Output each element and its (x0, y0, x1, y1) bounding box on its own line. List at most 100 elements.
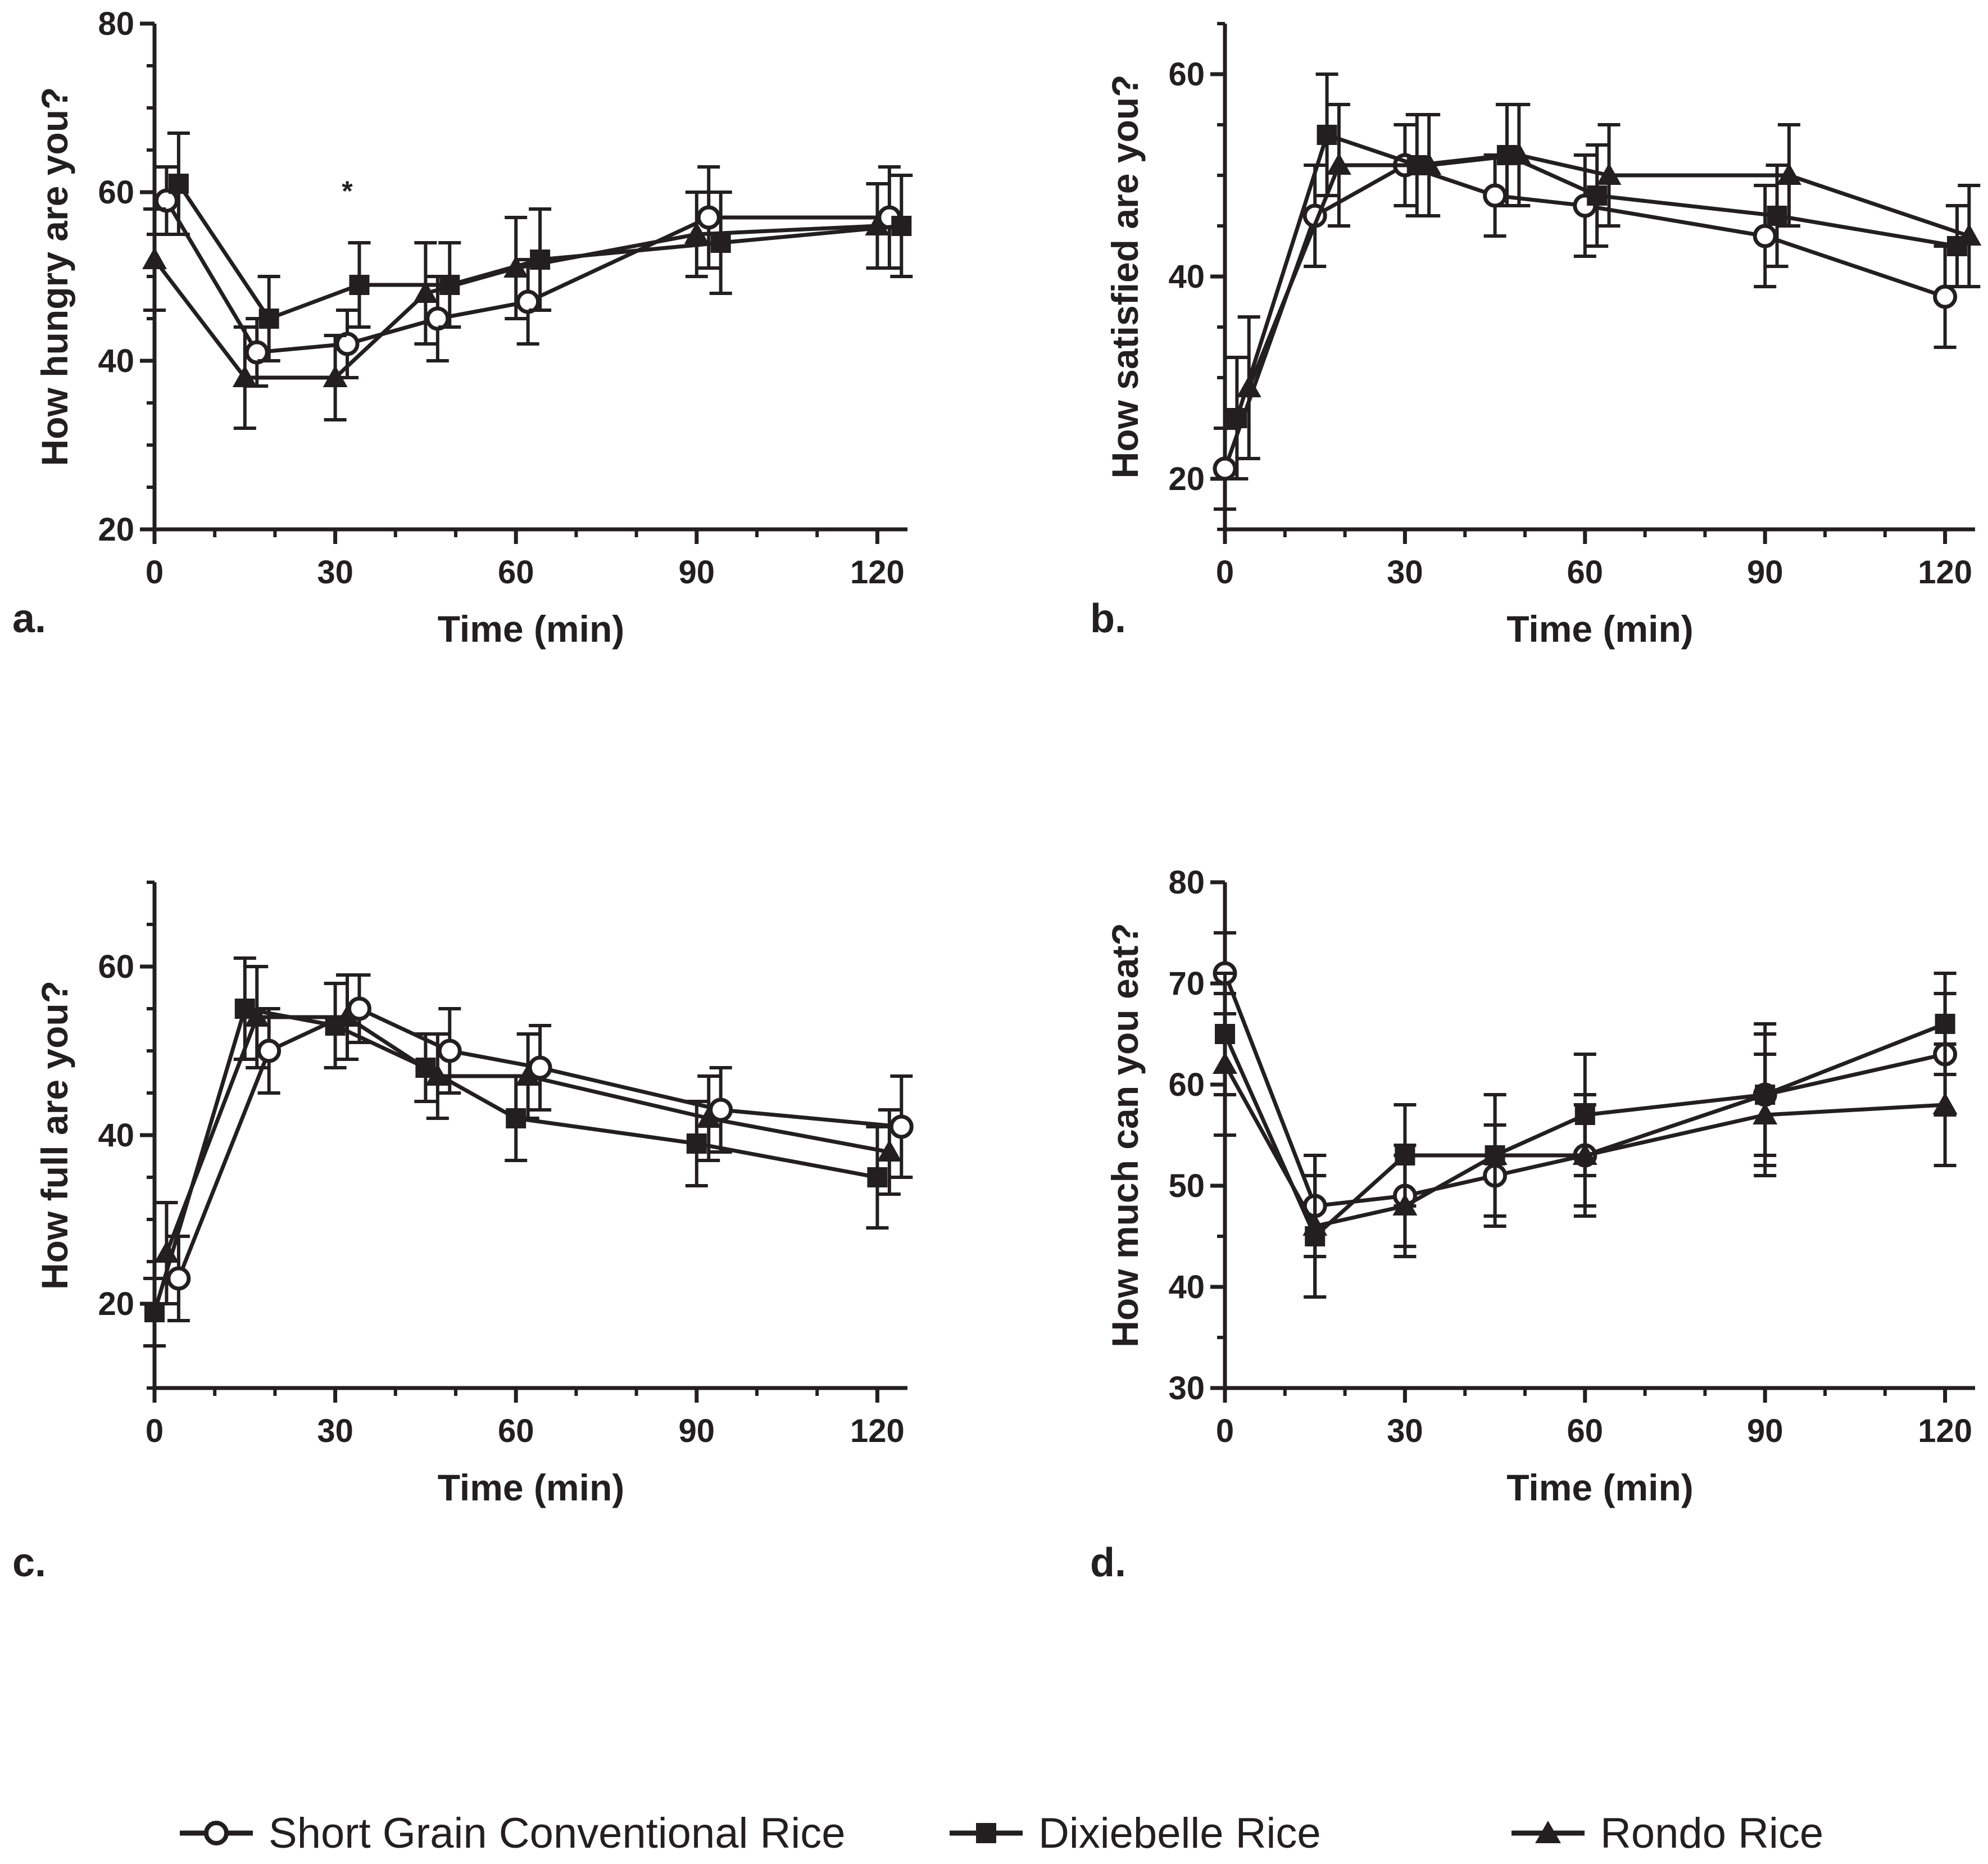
x-tick-label: 60 (1567, 1413, 1604, 1449)
legend-label-rondo: Rondo Rice (1600, 1809, 1823, 1857)
x-tick-label: 0 (1216, 1413, 1234, 1449)
legend-marker-open-circle (204, 1821, 229, 1845)
y-tick-label: 30 (1168, 1370, 1205, 1407)
data-point-rondo (1417, 153, 1442, 175)
x-tick-label: 120 (1918, 554, 1972, 591)
y-tick-label: 60 (98, 174, 134, 211)
data-point-rondo (1572, 1143, 1597, 1165)
data-point-short-grain (696, 205, 721, 230)
x-tick-label: 120 (1918, 1413, 1972, 1449)
x-tick-label: 120 (850, 1413, 905, 1449)
y-tick-label: 20 (1168, 461, 1205, 497)
data-point-rondo (503, 256, 529, 278)
x-tick-label: 30 (317, 1413, 353, 1449)
data-point-dixiebelle (710, 233, 731, 253)
data-point-rondo (515, 1064, 541, 1086)
x-axis-title: Time (min) (1506, 608, 1693, 650)
x-tick-label: 90 (679, 554, 715, 591)
data-point-rondo (684, 222, 709, 244)
data-point-rondo (1506, 143, 1532, 165)
legend-item-short-grain: Short Grain Conventional Rice (180, 1809, 846, 1857)
data-point-rondo (1236, 375, 1261, 397)
x-tick-label: 60 (1567, 554, 1604, 591)
data-point-short-grain (166, 1266, 191, 1291)
y-tick-label: 70 (1168, 965, 1205, 1002)
data-point-rondo (1482, 1143, 1508, 1165)
data-point-rondo (1392, 1194, 1418, 1216)
legend-item-rondo: Rondo Rice (1512, 1809, 1823, 1857)
data-point-rondo (1957, 224, 1982, 246)
series-short-grain (1213, 123, 1958, 511)
data-point-dixiebelle (1317, 125, 1337, 145)
panel-label: d. (1090, 1540, 1126, 1585)
legend-marker-filled-triangle (1535, 1821, 1561, 1843)
data-point-rondo (154, 1241, 179, 1263)
data-point-short-grain (154, 188, 179, 213)
data-point-rondo (1326, 153, 1351, 175)
data-point-dixiebelle (258, 309, 279, 329)
y-axis-title: How full are you? (34, 981, 75, 1290)
x-tick-label: 90 (679, 1413, 715, 1449)
series-rondo (1236, 103, 1982, 460)
data-point-rondo (1302, 1214, 1328, 1236)
x-tick-label: 120 (850, 554, 905, 591)
data-point-rondo (323, 365, 348, 387)
y-tick-label: 60 (1168, 1067, 1205, 1103)
data-point-dixiebelle (1227, 408, 1247, 428)
data-point-rondo (877, 1140, 902, 1162)
legend-marker-filled-square (976, 1823, 996, 1843)
y-tick-label: 80 (98, 6, 134, 42)
x-tick-label: 60 (498, 554, 534, 591)
data-point-rondo (142, 247, 167, 269)
data-point-dixiebelle (349, 275, 370, 295)
data-point-short-grain (516, 289, 541, 314)
panel-c: 20 40 60 0 30 60 90 120 Time (min) How full are y… (12, 881, 914, 1585)
x-tick-label: 90 (1747, 554, 1783, 591)
x-tick-label: 30 (317, 554, 353, 591)
legend-label-dixiebelle: Dixiebelle Rice (1038, 1809, 1321, 1857)
data-point-rondo (1776, 163, 1801, 185)
data-point-dixiebelle (867, 1167, 888, 1187)
y-axis-title: How much can you eat? (1104, 923, 1146, 1347)
data-point-short-grain (437, 1038, 462, 1063)
data-point-rondo (244, 1005, 270, 1027)
y-axis-title: How hungry are you? (34, 87, 75, 466)
data-point-rondo (696, 1106, 721, 1128)
data-point-rondo (865, 214, 890, 235)
y-tick-label: 40 (98, 343, 134, 379)
y-tick-label: 80 (1168, 864, 1205, 901)
series-dixiebelle (167, 131, 913, 362)
data-point-short-grain (425, 306, 450, 331)
data-point-short-grain (1483, 183, 1508, 208)
panel-b: 20 40 60 0 30 60 90 120 Time (min) How satisfied … (1090, 22, 1982, 650)
data-point-dixiebelle (1587, 185, 1608, 206)
data-point-short-grain (1933, 284, 1958, 309)
panel-a: 20 40 60 80 0 30 60 90 120 Time (min) How hungry a… (12, 6, 913, 650)
data-point-short-grain (244, 340, 269, 365)
x-tick-label: 30 (1387, 554, 1423, 591)
x-tick-label: 90 (1747, 1413, 1783, 1449)
data-point-dixiebelle (686, 1133, 707, 1154)
legend: Short Grain Conventional Rice Dixiebelle… (180, 1809, 1823, 1857)
x-axis-title: Time (min) (1506, 1467, 1693, 1508)
data-point-rondo (1213, 1052, 1237, 1074)
data-point-rondo (1596, 163, 1622, 185)
data-point-dixiebelle (168, 174, 189, 194)
data-point-rondo (335, 1005, 360, 1027)
series-rondo (1213, 992, 1958, 1299)
y-tick-label: 60 (98, 949, 134, 985)
y-tick-label: 40 (1168, 258, 1205, 295)
series-rondo (154, 965, 902, 1305)
data-point-rondo (425, 1064, 450, 1086)
panel-label: a. (12, 596, 46, 641)
legend-item-dixiebelle: Dixiebelle Rice (950, 1809, 1321, 1857)
panel-label: c. (12, 1540, 46, 1585)
data-point-short-grain (1213, 456, 1237, 481)
x-tick-label: 0 (1216, 554, 1234, 591)
significance-annotation: * (342, 175, 353, 207)
panel-d: 30 40 50 60 70 80 0 30 60 90 120 Time (min) How much… (1090, 864, 1975, 1585)
y-axis-title: How satisfied are you? (1104, 75, 1146, 479)
data-point-dixiebelle (1935, 1014, 1955, 1034)
series-rondo (142, 182, 890, 430)
